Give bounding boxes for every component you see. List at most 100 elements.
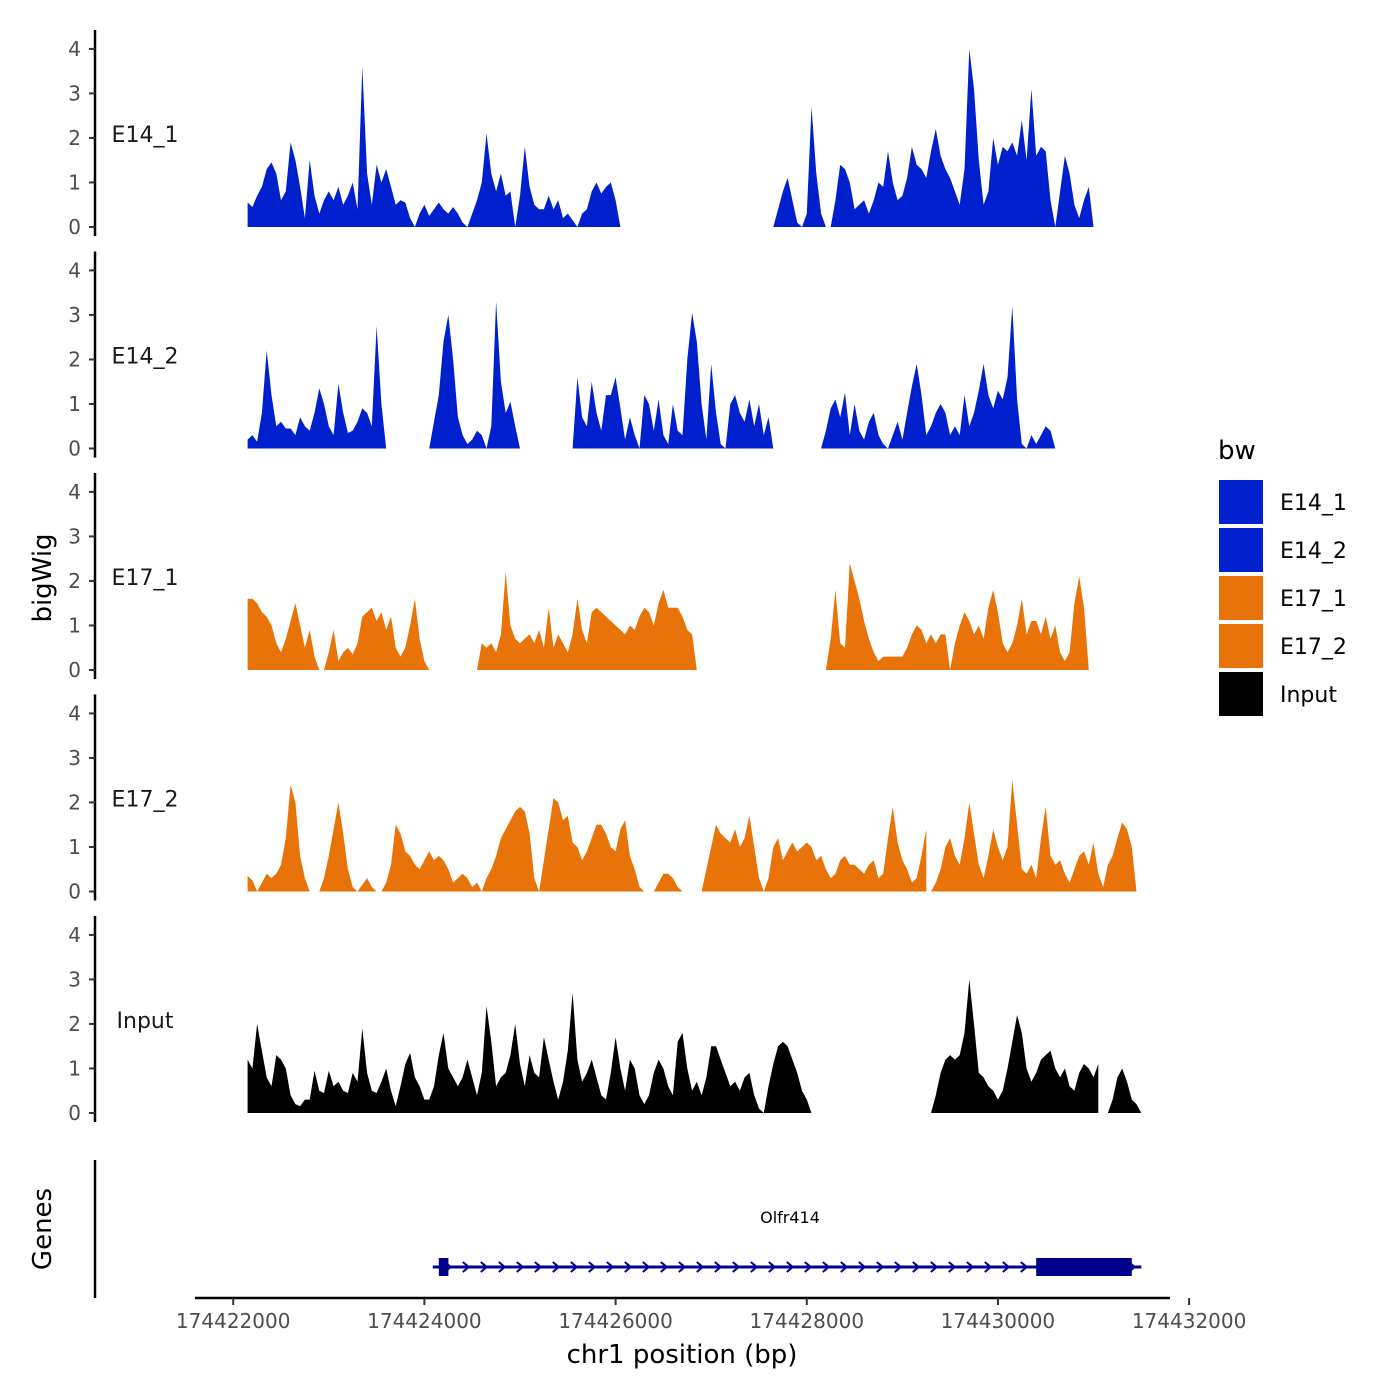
track-E17_1: 0 1 2 3 4 E17_1 bbox=[68, 473, 1142, 682]
y-tick-label: 2 bbox=[68, 126, 81, 150]
track-label: E17_1 bbox=[112, 566, 179, 591]
x-tick-label: 174430000 bbox=[941, 1309, 1056, 1333]
signal-area-E17_1 bbox=[247, 598, 473, 670]
legend-swatch bbox=[1219, 672, 1263, 716]
y-tick-label: 3 bbox=[68, 81, 81, 105]
signal-area-E17_1 bbox=[825, 563, 1142, 670]
strand-arrow bbox=[696, 1261, 705, 1273]
y-tick-label: 1 bbox=[68, 170, 81, 194]
y-tick-label: 4 bbox=[68, 258, 81, 282]
legend: bw E14_1 E14_2 E17_1 E17_2 Input bbox=[1218, 436, 1347, 716]
legend-swatch bbox=[1219, 576, 1263, 620]
legend-item-E14_2: E14_2 bbox=[1219, 528, 1347, 572]
y-tick-label: 0 bbox=[68, 880, 81, 904]
strand-arrow bbox=[912, 1261, 921, 1273]
x-tick-label: 174428000 bbox=[750, 1309, 865, 1333]
track-E14_2: 0 1 2 3 4 E14_2 bbox=[68, 251, 1142, 461]
strand-arrow bbox=[1002, 1261, 1011, 1273]
strand-arrow bbox=[480, 1261, 489, 1273]
y-tick-label: 0 bbox=[68, 215, 81, 239]
gene-track-title: Genes bbox=[28, 1188, 58, 1270]
y-tick-label: 0 bbox=[68, 437, 81, 461]
signal-area-E17_2 bbox=[931, 780, 1142, 892]
y-tick-label: 2 bbox=[68, 569, 81, 593]
y-tick-label: 0 bbox=[68, 658, 81, 682]
strand-arrow bbox=[732, 1261, 741, 1273]
strand-arrow bbox=[840, 1261, 849, 1273]
legend-swatch bbox=[1219, 528, 1263, 572]
legend-title: bw bbox=[1218, 436, 1256, 466]
track-label: E14_1 bbox=[112, 123, 179, 148]
y-tick-label: 3 bbox=[68, 303, 81, 327]
track-label: E14_2 bbox=[112, 345, 179, 370]
x-tick-label: 174424000 bbox=[367, 1309, 482, 1333]
track-label: E17_2 bbox=[112, 788, 179, 813]
y-tick-label: 1 bbox=[68, 1056, 81, 1080]
strand-arrow bbox=[948, 1261, 957, 1273]
signal-area-Input bbox=[931, 979, 1099, 1113]
strand-arrow bbox=[588, 1261, 597, 1273]
strand-arrow bbox=[714, 1261, 723, 1273]
strand-arrow bbox=[660, 1261, 669, 1273]
gene-name-label: Olfr414 bbox=[760, 1208, 820, 1227]
strand-arrow bbox=[516, 1261, 525, 1273]
strand-arrow bbox=[534, 1261, 543, 1273]
x-axis-title: chr1 position (bp) bbox=[567, 1340, 798, 1370]
y-tick-label: 4 bbox=[68, 923, 81, 947]
y-tick-label: 4 bbox=[68, 701, 81, 725]
y-tick-label: 1 bbox=[68, 835, 81, 859]
strand-arrow bbox=[768, 1261, 777, 1273]
y-tick-label: 1 bbox=[68, 392, 81, 416]
signal-area-E14_1 bbox=[247, 66, 764, 227]
strand-arrow bbox=[678, 1261, 687, 1273]
legend-label: Input bbox=[1280, 683, 1337, 708]
y-tick-label: 2 bbox=[68, 347, 81, 371]
legend-label: E14_1 bbox=[1280, 491, 1347, 516]
y-tick-label: 3 bbox=[68, 524, 81, 548]
strand-arrow bbox=[750, 1261, 759, 1273]
strand-arrow bbox=[894, 1261, 903, 1273]
x-tick-label: 174422000 bbox=[176, 1309, 291, 1333]
y-tick-label: 4 bbox=[68, 37, 81, 61]
legend-label: E17_1 bbox=[1280, 587, 1347, 612]
legend-label: E17_2 bbox=[1280, 635, 1347, 660]
track-E17_2: 0 1 2 3 4 E17_2 bbox=[68, 694, 1142, 904]
strand-arrow bbox=[984, 1261, 993, 1273]
gene-Olfr414: Olfr414 bbox=[432, 1208, 1142, 1276]
signal-area-Input bbox=[1107, 1068, 1142, 1113]
legend-item-E17_1: E17_1 bbox=[1219, 576, 1347, 620]
signal-area-E17_2 bbox=[701, 806, 927, 892]
track-label: Input bbox=[117, 1009, 174, 1034]
strand-arrow bbox=[804, 1261, 813, 1273]
legend-swatch bbox=[1219, 480, 1263, 524]
strand-arrow bbox=[822, 1261, 831, 1273]
signal-area-E17_1 bbox=[477, 572, 822, 670]
strand-arrow bbox=[624, 1261, 633, 1273]
gene-exon bbox=[438, 1258, 449, 1276]
legend-item-E17_2: E17_2 bbox=[1219, 624, 1347, 668]
y-tick-label: 0 bbox=[68, 1101, 81, 1125]
strand-arrow bbox=[462, 1261, 471, 1273]
strand-arrow bbox=[786, 1261, 795, 1273]
strand-arrow bbox=[552, 1261, 561, 1273]
y-tick-label: 2 bbox=[68, 790, 81, 814]
strand-arrow bbox=[498, 1261, 507, 1273]
strand-arrow bbox=[858, 1261, 867, 1273]
y-tick-label: 4 bbox=[68, 480, 81, 504]
gene-exon bbox=[1036, 1258, 1132, 1276]
x-tick-label: 174432000 bbox=[1132, 1309, 1247, 1333]
track-E14_1: 0 1 2 3 4 E14_1 bbox=[68, 30, 1147, 239]
y-tick-label: 2 bbox=[68, 1012, 81, 1036]
signal-area-Input bbox=[247, 992, 927, 1113]
legend-label: E14_2 bbox=[1280, 539, 1347, 564]
gene-annotation-track: Genes Olfr414 bbox=[28, 1160, 1142, 1298]
legend-swatch bbox=[1219, 624, 1263, 668]
strand-arrow bbox=[930, 1261, 939, 1273]
strand-arrow bbox=[642, 1261, 651, 1273]
x-tick-label: 174426000 bbox=[558, 1309, 673, 1333]
signal-area-E17_2 bbox=[247, 784, 697, 892]
x-axis: 174422000 174424000 174426000 174428000 1744… bbox=[176, 1296, 1247, 1333]
y-tick-label: 3 bbox=[68, 967, 81, 991]
signal-tracks: 0 1 2 3 4 E14_1 0 1 2 3 4 E14_2 0 1 2 3 4 E17_1 0 1 2 3 4 E17_2… bbox=[68, 30, 1147, 1125]
strand-arrow bbox=[570, 1261, 579, 1273]
